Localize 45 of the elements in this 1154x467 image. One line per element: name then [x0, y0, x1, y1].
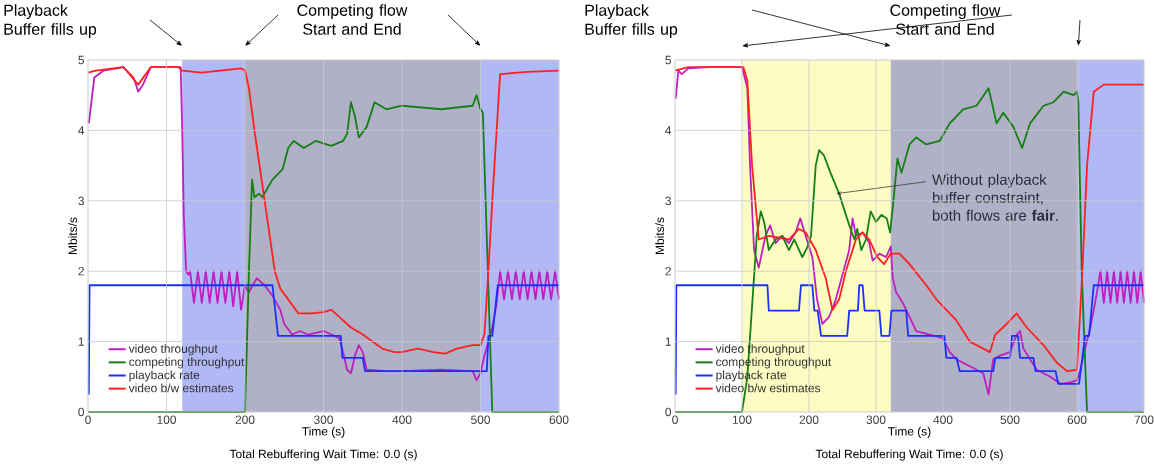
legend-label: video throughput — [128, 344, 218, 356]
x-axis-title: Time (s) — [302, 426, 345, 438]
line-series — [87, 284, 560, 396]
legend-label: playback rate — [129, 370, 200, 382]
text: Playback Buffer fills up — [585, 4, 678, 38]
x-tick-label: 700 — [1134, 415, 1154, 424]
x-tick-label: 100 — [732, 415, 752, 424]
annotation: Without playback buffer constraint, both flows are fair. — [932, 173, 1058, 221]
x-tick-label: 0 — [85, 415, 91, 424]
y-tick-label: 2 — [665, 267, 671, 276]
line-series — [674, 284, 1145, 396]
x-tick-label: 0 — [672, 415, 678, 424]
x-tick-label: 500 — [471, 415, 491, 424]
y-tick-label: 3 — [78, 196, 84, 206]
y-tick-label: 0 — [78, 407, 85, 417]
y-tick-label: 4 — [78, 126, 85, 135]
legend-label: competing throughput — [129, 357, 245, 369]
x-tick-label: 500 — [1000, 415, 1020, 424]
text: Total Rebuffering Wait Time: 0.0 (s) — [229, 449, 417, 461]
y-tick-label: 5 — [665, 55, 671, 65]
y-axis-title: Mbits/s — [655, 217, 664, 254]
text: Playback Buffer fills up — [4, 4, 97, 38]
y-axis-title: Mbits/s — [68, 217, 77, 254]
x-tick-label: 600 — [1067, 415, 1087, 424]
text: Total Rebuffering Wait Time: 0.0 (s) — [815, 449, 1003, 461]
legend-label: video b/w estimates — [128, 383, 234, 393]
text: Competing flow Start and End — [297, 4, 408, 35]
x-axis-title: Time (s) — [888, 426, 931, 438]
x-tick-label: 400 — [933, 415, 953, 424]
x-tick-label: 200 — [235, 415, 255, 424]
text: Competing flow Start and End — [890, 4, 1001, 35]
y-tick-label: 5 — [78, 55, 84, 65]
x-tick-label: 300 — [866, 415, 886, 424]
y-tick-label: 3 — [665, 196, 671, 206]
y-tick-label: 4 — [665, 126, 672, 135]
y-tick-label: 2 — [78, 267, 84, 276]
x-tick-label: 300 — [313, 415, 334, 424]
legend-label: video b/w estimates — [715, 383, 821, 393]
x-tick-label: 600 — [549, 415, 569, 424]
x-tick-label: 400 — [392, 415, 412, 424]
y-tick-label: 1 — [665, 337, 671, 346]
x-tick-label: 100 — [157, 415, 177, 424]
y-tick-label: 0 — [665, 407, 672, 417]
y-tick-label: 1 — [78, 337, 84, 346]
x-tick-label: 200 — [799, 415, 819, 424]
